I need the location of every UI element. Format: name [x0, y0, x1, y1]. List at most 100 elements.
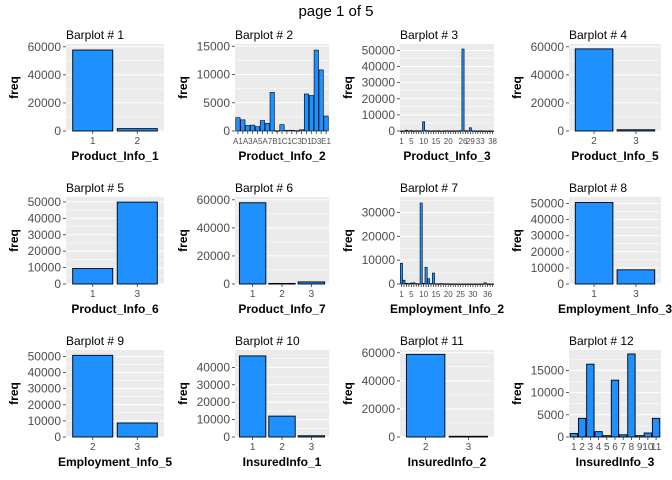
x-tick-label: 3	[633, 289, 639, 300]
barplot-11: 0 20000 40000 60000 2 3 Barplot # 11 InsuredInf…	[341, 334, 494, 469]
y-tick-label: 30000	[531, 229, 565, 243]
bar	[409, 282, 413, 285]
bar	[250, 124, 256, 132]
x-tick-label: 3	[633, 136, 639, 147]
bar	[569, 432, 579, 438]
x-tick-label: 2	[90, 442, 96, 453]
bar	[424, 267, 428, 285]
x-tick-label: 10	[419, 290, 428, 299]
barplot-1: 0 20000 40000 60000 1 2 Barplot # 1 Product_Inf…	[7, 28, 164, 163]
barplot-8: 0 10000 20000 30000 40000 50000 1 3 Barplot # 8 E…	[510, 181, 672, 316]
x-tick-label: 3	[134, 442, 140, 453]
bar	[586, 363, 595, 438]
bar	[72, 49, 114, 132]
y-tick-label: 60000	[197, 193, 231, 207]
x-tick-label: 20	[444, 290, 453, 299]
y-tick-label: 50000	[362, 43, 396, 57]
bar	[289, 129, 295, 132]
x-tick-label: 1	[571, 442, 577, 453]
x-tick-label: 2	[134, 136, 140, 147]
y-axis-label: freq	[176, 76, 190, 99]
x-axis-label: InsuredInfo_1	[243, 455, 322, 469]
y-tick-label: 40000	[28, 366, 62, 380]
x-tick-label: A7	[262, 137, 272, 146]
y-tick-label: 60000	[362, 346, 396, 360]
bar	[468, 127, 472, 132]
bar	[284, 130, 290, 132]
x-tick-label: A1	[233, 137, 243, 146]
bar	[297, 281, 326, 285]
bar	[72, 267, 114, 285]
bar	[264, 123, 270, 132]
barplot-9: 0 10000 20000 30000 40000 50000 2 3 Barplot # 9 E…	[7, 334, 172, 469]
bar	[297, 435, 326, 438]
chart-title: Barplot # 7	[400, 181, 458, 195]
bar	[412, 282, 416, 285]
chart-title: Barplot # 6	[235, 181, 293, 195]
x-axis-label: Product_Info_2	[238, 149, 326, 163]
y-tick-label: 40000	[28, 211, 62, 225]
bar	[116, 201, 158, 285]
x-tick-label: 1	[399, 290, 404, 299]
bar	[400, 262, 403, 285]
x-tick-label: 3	[588, 442, 594, 453]
bar	[422, 282, 426, 285]
x-tick-label: E1	[321, 137, 331, 146]
x-axis-label: Employment_Info_2	[390, 302, 504, 316]
x-tick-label: 3	[309, 289, 315, 300]
x-tick-label: 5	[409, 290, 414, 299]
y-tick-label: 60000	[28, 40, 62, 54]
y-tick-label: 20000	[362, 402, 396, 416]
x-tick-label: 3	[466, 442, 472, 453]
bar	[116, 128, 158, 132]
y-tick-label: 20000	[197, 249, 231, 263]
y-tick-label: 0	[388, 277, 395, 291]
y-axis-label: freq	[341, 76, 355, 99]
x-tick-label: 38	[488, 137, 497, 146]
x-tick-label: 20	[444, 137, 453, 146]
x-axis-label: Employment_Info_5	[58, 455, 172, 469]
y-tick-label: 0	[54, 277, 61, 291]
x-tick-label: 6	[612, 442, 618, 453]
x-axis-label: Product_Info_5	[571, 149, 659, 163]
x-tick-label: 8	[629, 442, 635, 453]
bar	[616, 269, 656, 285]
y-tick-label: 0	[223, 430, 230, 444]
bar	[303, 93, 309, 132]
x-tick-label: 5	[604, 442, 610, 453]
y-tick-label: 10000	[362, 253, 396, 267]
x-tick-label: 15	[431, 290, 440, 299]
page-title: page 1 of 5	[298, 3, 374, 20]
x-tick-label: 3	[309, 442, 315, 453]
y-tick-label: 30000	[28, 228, 62, 242]
x-tick-label: 1	[591, 289, 597, 300]
bar	[299, 129, 305, 132]
bar	[483, 282, 487, 285]
barplot-5: 0 10000 20000 30000 40000 50000 1 3 Barplot # 5 P…	[7, 181, 164, 316]
y-axis-label: freq	[176, 382, 190, 405]
barplot-10: 0 10000 20000 30000 40000 1 2 3 Barplot # 10 Insu…	[176, 334, 329, 469]
bar	[574, 48, 614, 132]
bar	[422, 121, 426, 132]
x-tick-label: 1	[250, 442, 256, 453]
bar	[318, 69, 324, 132]
y-tick-label: 50000	[28, 349, 62, 363]
x-tick-label: 29	[466, 137, 475, 146]
y-tick-label: 50000	[531, 196, 565, 210]
bar	[627, 353, 636, 438]
bar	[419, 202, 423, 285]
x-tick-label: A5	[253, 137, 263, 146]
x-tick-label: D1	[301, 137, 312, 146]
bar	[651, 417, 661, 438]
y-tick-label: 0	[557, 124, 564, 138]
y-tick-label: 40000	[531, 68, 565, 82]
x-axis-label: InsuredInfo_3	[576, 455, 655, 469]
y-tick-label: 0	[223, 277, 230, 291]
y-axis-label: freq	[7, 382, 21, 405]
bar	[427, 278, 430, 285]
x-tick-label: 2	[579, 442, 585, 453]
y-tick-label: 0	[54, 124, 61, 138]
plot-panel	[400, 44, 494, 131]
bar	[643, 432, 653, 438]
